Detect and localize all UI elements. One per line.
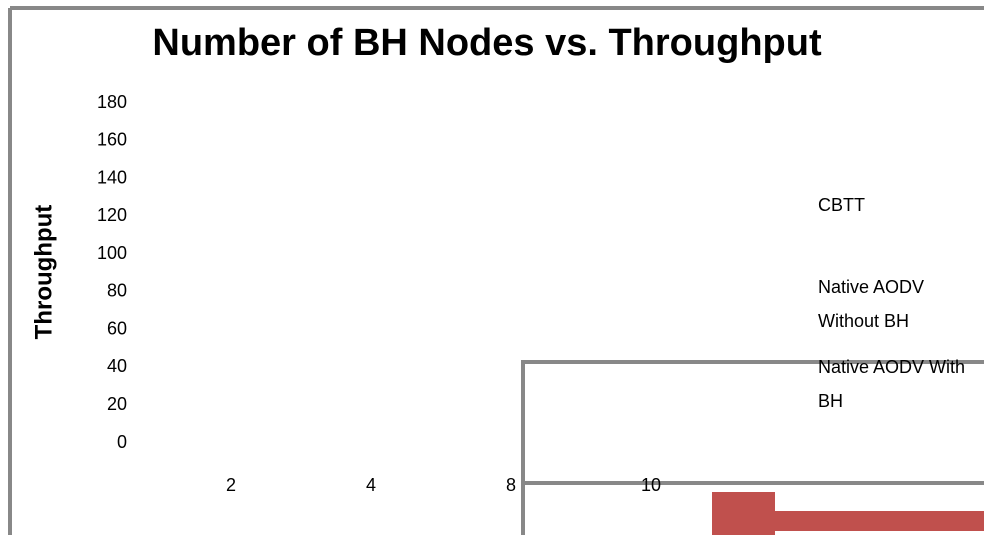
marker-artifact: [712, 511, 984, 531]
y-tick-label: 180: [97, 92, 127, 112]
y-tick-label: 40: [107, 356, 127, 376]
chart-title: Number of BH Nodes vs. Throughput: [152, 22, 822, 64]
y-tick-label: 60: [107, 318, 127, 338]
x-tick-label: 10: [641, 475, 661, 495]
y-tick-label: 20: [107, 394, 127, 414]
y-tick-label: 0: [117, 432, 127, 452]
legend-entry: CBTT: [818, 195, 865, 215]
y-axis-label: Throughput: [30, 205, 57, 340]
x-tick-label: 2: [226, 475, 236, 495]
y-tick-label: 100: [97, 243, 127, 263]
x-tick-label: 4: [366, 475, 376, 495]
y-tick-label: 140: [97, 167, 127, 187]
y-tick-label: 80: [107, 281, 127, 301]
x-tick-label: 8: [506, 475, 516, 495]
y-tick-label: 160: [97, 130, 127, 150]
legend-entry: Native AODV Without BH: [818, 277, 925, 331]
y-tick-label: 120: [97, 205, 127, 225]
frame-artifact: [521, 360, 984, 535]
legend-entry: Native AODV With BH: [818, 357, 966, 411]
